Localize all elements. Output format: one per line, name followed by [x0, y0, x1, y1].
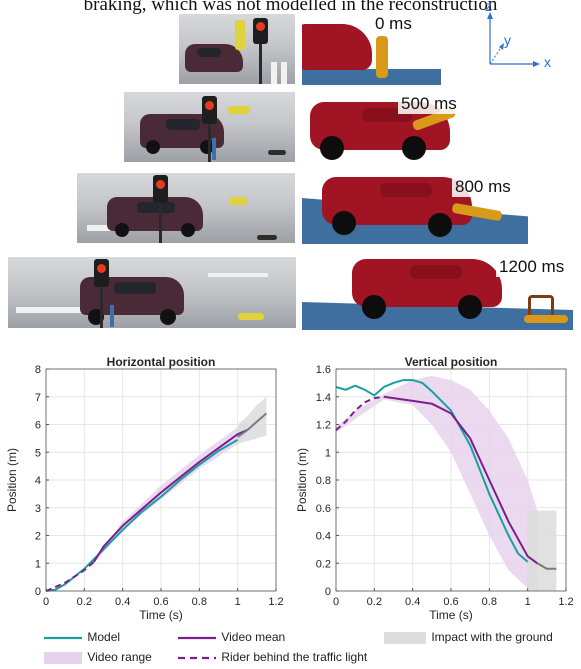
y-tick-label: 1: [325, 447, 331, 459]
x-tick-label: 0.2: [367, 596, 382, 608]
video-still-500ms: [124, 92, 295, 162]
x-tick-label: 0.2: [77, 596, 92, 608]
coordinate-axes-indicator: z y x: [468, 0, 558, 76]
y-tick-label: 4: [35, 475, 41, 487]
x-axis-label: Time (s): [139, 608, 183, 622]
chart-title: Horizontal position: [107, 355, 216, 369]
axis-z-label: z: [485, 0, 492, 14]
legend-swatch-video-range: [44, 651, 82, 664]
time-label: 1200 ms: [496, 257, 568, 277]
time-label: 800 ms: [452, 177, 514, 197]
x-tick-label: 1.2: [268, 596, 283, 608]
x-tick-label: 1: [525, 596, 531, 608]
video-still-800ms: [77, 173, 295, 243]
y-tick-label: 0.4: [316, 531, 331, 543]
simulation-render-1200ms: 1200 ms: [302, 257, 573, 330]
vertical-position-plot: 0 0.2 0.4 0.6 0.8 1 1.2 0 0.2 0.4 0.6 0.8 1 1.2 1.4 1.6…: [295, 355, 574, 622]
axis-x-label: x: [544, 54, 551, 70]
y-tick-label: 1.4: [316, 392, 331, 404]
y-axis-label: Position (m): [295, 448, 309, 512]
legend-item-rider-behind: Rider behind the traffic light: [178, 650, 367, 664]
y-tick-label: 0.2: [316, 558, 331, 570]
y-tick-label: 2: [35, 531, 41, 543]
legend-label-video-range: Video range: [87, 650, 152, 664]
y-tick-label: 6: [35, 420, 41, 432]
legend-label-rider-behind: Rider behind the traffic light: [221, 650, 368, 664]
x-tick-label: 1: [235, 596, 241, 608]
legend-swatch-model: [44, 636, 82, 639]
y-tick-label: 7: [35, 392, 41, 404]
x-tick-label: 0.4: [405, 596, 420, 608]
vertical-position-chart: 0 0.2 0.4 0.6 0.8 1 1.2 0 0.2 0.4 0.6 0.8 1 1.2 1.4 1.6…: [290, 355, 581, 625]
time-label: 500 ms: [398, 94, 460, 114]
x-axis-label: Time (s): [429, 608, 473, 622]
band-video-range: [336, 375, 538, 591]
legend-label-model: Model: [87, 630, 121, 644]
x-tick-label: 0.4: [115, 596, 130, 608]
x-tick-label: 0.8: [192, 596, 207, 608]
figure-caption-fragment: braking, which was not modelled in the r…: [83, 0, 498, 15]
x-tick-label: 0.8: [482, 596, 497, 608]
series-video-mean: [93, 429, 248, 563]
y-tick-label: 0: [35, 586, 41, 598]
legend-label-impact: Impact with the ground: [431, 630, 553, 644]
chart-legend: Model Video mean Impact with the ground …: [0, 628, 581, 669]
y-tick-label: 0.6: [316, 503, 331, 515]
series-impact-with-the-ground: [237, 412, 268, 438]
video-still-1200ms: [8, 257, 296, 328]
series-rider-behind-the-traffic-light: [45, 561, 95, 592]
simulation-render-500ms: 500 ms: [302, 92, 479, 165]
legend-item-video-range: Video range: [44, 650, 152, 664]
legend-item-model: Model: [44, 630, 120, 644]
legend-item-impact: Impact with the ground: [384, 630, 553, 644]
simulation-render-800ms: 800 ms: [302, 171, 528, 244]
axes-arrows-icon: [487, 12, 540, 67]
x-tick-label: 0: [333, 596, 339, 608]
horizontal-position-chart: 0 0.2 0.4 0.6 0.8 1 1.2 0 1 2 3 4 5 6 7 8 Horizontal pos…: [0, 355, 290, 625]
legend-swatch-video-mean: [178, 636, 216, 639]
x-tick-label: 1.2: [558, 596, 573, 608]
y-tick-label: 8: [35, 364, 41, 376]
video-still-0ms: [179, 14, 295, 84]
y-tick-label: 3: [35, 503, 41, 515]
axis-y-label: y: [504, 32, 511, 48]
legend-swatch-rider-behind: [178, 656, 216, 659]
y-tick-label: 5: [35, 447, 41, 459]
y-axis-label: Position (m): [5, 448, 19, 512]
x-tick-label: 0: [43, 596, 49, 608]
y-tick-label: 0.8: [316, 475, 331, 487]
legend-item-video-mean: Video mean: [178, 630, 285, 644]
series-model: [335, 379, 529, 563]
series-video-mean: [383, 395, 538, 565]
y-tick-label: 1.2: [316, 420, 331, 432]
y-tick-label: 0: [325, 586, 331, 598]
series-model: [45, 438, 239, 592]
series-impact-with-the-ground: [536, 562, 557, 570]
x-tick-label: 0.6: [443, 596, 458, 608]
horizontal-position-plot: 0 0.2 0.4 0.6 0.8 1 1.2 0 1 2 3 4 5 6 7 8 Horizontal pos…: [5, 355, 284, 622]
legend-label-video-mean: Video mean: [221, 630, 286, 644]
y-tick-label: 1: [35, 558, 41, 570]
band-impact-with-the-ground: [527, 510, 557, 591]
legend-swatch-impact: [384, 631, 426, 644]
x-tick-label: 0.6: [153, 596, 168, 608]
chart-title: Vertical position: [405, 355, 498, 369]
series-rider-behind-the-traffic-light: [335, 395, 385, 431]
simulation-render-0ms: 0 ms: [302, 14, 441, 85]
time-label: 0 ms: [372, 14, 415, 34]
y-tick-label: 1.6: [316, 364, 331, 376]
